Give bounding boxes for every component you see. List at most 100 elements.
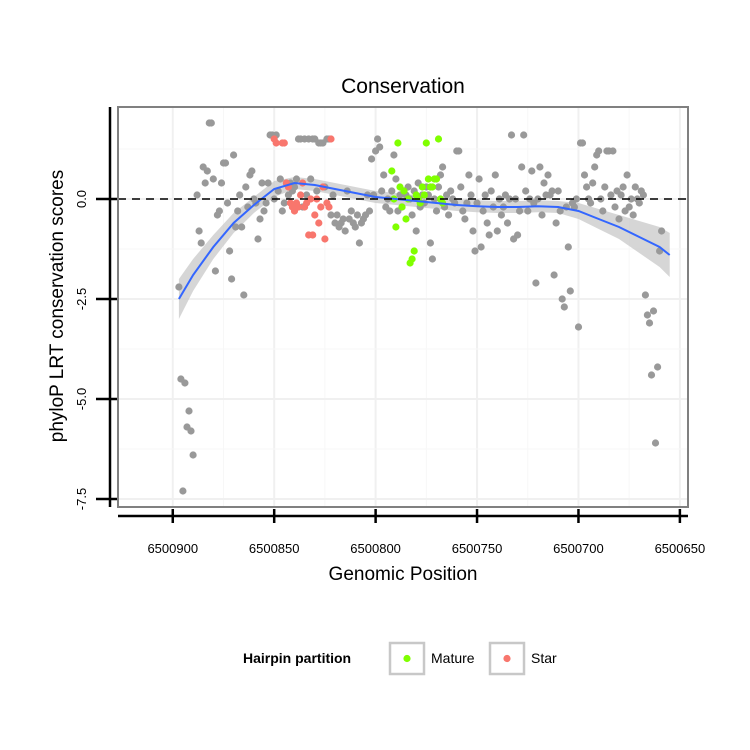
data-point-other bbox=[497, 211, 505, 219]
data-point-other bbox=[572, 195, 581, 203]
data-point-other bbox=[203, 167, 211, 175]
data-point-other bbox=[643, 311, 652, 319]
data-point-other bbox=[307, 175, 315, 183]
data-point-other bbox=[248, 167, 256, 175]
data-point-other bbox=[260, 207, 268, 215]
data-point-other bbox=[341, 227, 349, 235]
data-point-other bbox=[544, 171, 552, 179]
data-point-other bbox=[432, 207, 441, 215]
data-point-star bbox=[309, 231, 317, 239]
data-point-other bbox=[256, 215, 264, 223]
data-point-other bbox=[491, 171, 499, 179]
data-point-other bbox=[378, 187, 386, 195]
data-point-other bbox=[658, 227, 666, 235]
legend-label-star: Star bbox=[531, 650, 557, 666]
data-point-other bbox=[365, 207, 374, 215]
smooth-confidence-band bbox=[178, 177, 670, 319]
data-point-other bbox=[376, 143, 384, 151]
data-point-other bbox=[599, 207, 607, 215]
data-point-other bbox=[355, 239, 363, 247]
data-point-star bbox=[280, 139, 288, 147]
data-point-other bbox=[339, 215, 347, 223]
data-point-other bbox=[645, 319, 654, 327]
data-point-other bbox=[574, 323, 583, 331]
data-point-other bbox=[292, 175, 301, 183]
data-point-other bbox=[185, 407, 193, 415]
data-point-other bbox=[447, 187, 455, 195]
y-tick-label: -2.5 bbox=[74, 288, 89, 310]
data-point-other bbox=[209, 175, 217, 183]
data-point-other bbox=[475, 175, 483, 183]
data-point-other bbox=[242, 183, 250, 191]
data-point-other bbox=[564, 243, 572, 251]
data-point-other bbox=[380, 171, 388, 179]
data-point-other bbox=[353, 211, 361, 219]
data-point-star bbox=[297, 191, 305, 199]
data-point-other bbox=[457, 183, 465, 191]
data-point-other bbox=[503, 219, 512, 227]
data-point-other bbox=[536, 163, 544, 171]
data-point-other bbox=[234, 207, 242, 215]
data-point-other bbox=[215, 207, 223, 215]
data-point-other bbox=[481, 191, 489, 199]
data-point-other bbox=[554, 187, 562, 195]
data-point-other bbox=[262, 199, 270, 207]
data-point-mature bbox=[388, 167, 396, 175]
data-point-star bbox=[325, 203, 333, 211]
data-point-other bbox=[534, 195, 542, 203]
data-point-other bbox=[589, 179, 597, 187]
data-point-other bbox=[329, 191, 337, 199]
data-points bbox=[175, 119, 666, 495]
data-point-star bbox=[294, 203, 303, 211]
x-tick-label: 6500900 bbox=[147, 541, 198, 556]
legend-label-mature: Mature bbox=[431, 650, 475, 666]
legend-swatch-star bbox=[503, 654, 511, 663]
data-point-star bbox=[321, 235, 329, 243]
data-point-other bbox=[507, 131, 516, 139]
data-point-mature bbox=[394, 139, 402, 147]
data-point-other bbox=[654, 363, 662, 371]
data-point-other bbox=[485, 231, 493, 239]
data-point-other bbox=[487, 187, 495, 195]
data-point-other bbox=[197, 239, 205, 247]
data-point-other bbox=[591, 163, 599, 171]
data-point-other bbox=[347, 207, 355, 215]
y-axis: 0.0 -2.5 -5.0 -7.5 bbox=[74, 107, 117, 510]
data-point-other bbox=[193, 191, 201, 199]
data-point-other bbox=[623, 171, 631, 179]
data-point-other bbox=[469, 227, 477, 235]
data-point-other bbox=[201, 179, 209, 187]
data-point-other bbox=[434, 183, 443, 191]
data-point-other bbox=[445, 211, 453, 219]
data-point-other bbox=[461, 215, 469, 223]
data-point-other bbox=[611, 203, 619, 211]
data-point-other bbox=[226, 247, 234, 255]
data-point-other bbox=[217, 179, 226, 187]
x-axis-title: Genomic Position bbox=[329, 564, 478, 585]
data-point-other bbox=[552, 219, 560, 227]
data-point-other bbox=[374, 135, 382, 143]
data-point-other bbox=[175, 283, 183, 291]
data-point-other bbox=[516, 207, 524, 215]
legend-swatch-mature bbox=[403, 654, 411, 663]
plot-panel bbox=[118, 107, 688, 507]
data-point-other bbox=[520, 131, 528, 139]
data-point-other bbox=[465, 171, 473, 179]
data-point-other bbox=[583, 183, 591, 191]
data-point-other bbox=[587, 199, 595, 207]
data-point-other bbox=[477, 243, 485, 251]
data-point-other bbox=[278, 207, 286, 215]
data-point-mature bbox=[420, 191, 428, 199]
data-point-other bbox=[290, 183, 299, 191]
data-point-mature bbox=[400, 187, 408, 195]
data-point-other bbox=[514, 231, 522, 239]
x-tick-label: 6500750 bbox=[452, 541, 503, 556]
data-point-other bbox=[426, 239, 434, 247]
data-point-other bbox=[558, 295, 566, 303]
data-point-other bbox=[467, 191, 475, 199]
data-point-other bbox=[392, 175, 400, 183]
data-point-other bbox=[483, 219, 491, 227]
data-point-other bbox=[595, 147, 603, 155]
legend-title: Hairpin partition bbox=[243, 650, 351, 666]
